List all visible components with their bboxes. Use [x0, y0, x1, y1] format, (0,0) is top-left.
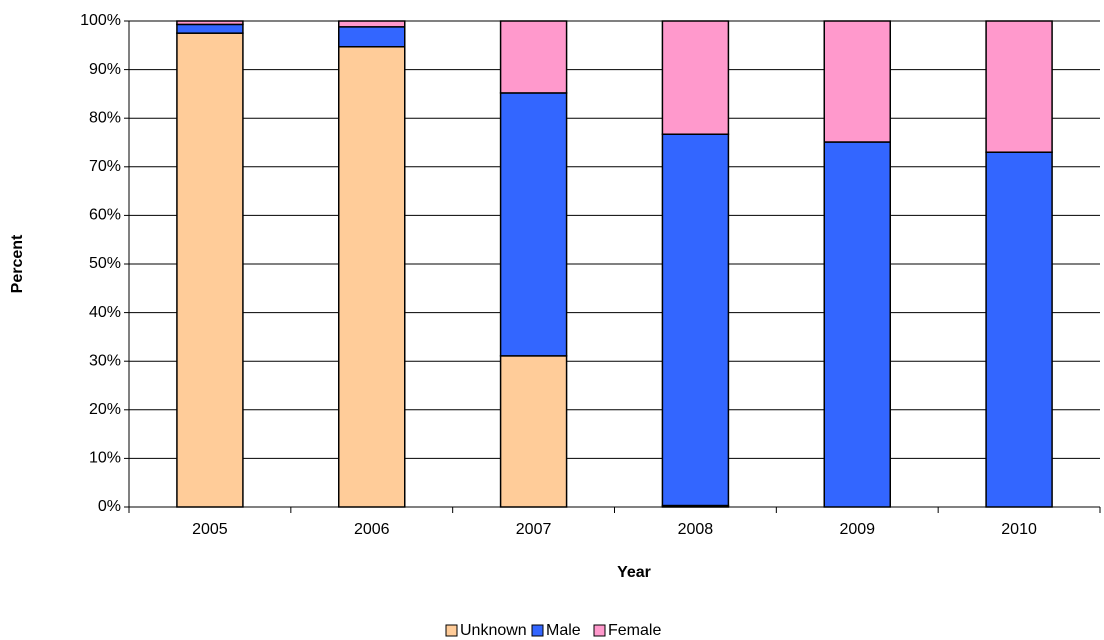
- x-tick-label: 2007: [516, 521, 552, 538]
- bar-segment: [499, 355, 568, 508]
- bar-segment: [823, 141, 891, 508]
- x-tick-label: 2008: [678, 521, 714, 538]
- bar-segment: [661, 20, 730, 135]
- bar-segment: [985, 151, 1053, 508]
- x-tick-label: 2009: [839, 521, 875, 538]
- y-tick-label: 90%: [89, 61, 121, 78]
- bar-segment: [176, 23, 244, 34]
- bar-segment: [499, 92, 568, 357]
- y-axis-label: Percent: [9, 234, 26, 293]
- y-tick-label: 100%: [80, 12, 121, 29]
- y-tick-label: 60%: [89, 207, 121, 224]
- bar-segment: [338, 20, 406, 28]
- y-tick-label: 50%: [89, 255, 121, 272]
- x-axis-label: Year: [617, 564, 651, 581]
- bar-segment: [338, 26, 406, 48]
- bar-segment: [499, 20, 568, 94]
- bar-segment: [338, 46, 406, 508]
- y-tick-label: 30%: [89, 352, 121, 369]
- y-tick-label: 0%: [98, 498, 121, 515]
- legend-label: Male: [546, 622, 581, 639]
- legend-label: Unknown: [460, 622, 527, 639]
- bar-segment: [176, 32, 244, 508]
- bar-segment: [661, 133, 730, 507]
- y-tick-label: 10%: [89, 450, 121, 467]
- legend-label: Female: [608, 622, 661, 639]
- y-tick-label: 20%: [89, 401, 121, 418]
- legend-swatch: [445, 624, 458, 637]
- x-tick-label: 2006: [354, 521, 390, 538]
- bar-segment: [823, 20, 891, 143]
- legend-swatch: [593, 624, 606, 637]
- bar-segment: [985, 20, 1053, 153]
- y-tick-label: 80%: [89, 109, 121, 126]
- legend-swatch: [531, 624, 544, 637]
- y-tick-label: 70%: [89, 158, 121, 175]
- x-tick-label: 2005: [192, 521, 228, 538]
- y-tick-label: 40%: [89, 304, 121, 321]
- x-tick-label: 2010: [1001, 521, 1037, 538]
- bar-segment: [176, 20, 244, 26]
